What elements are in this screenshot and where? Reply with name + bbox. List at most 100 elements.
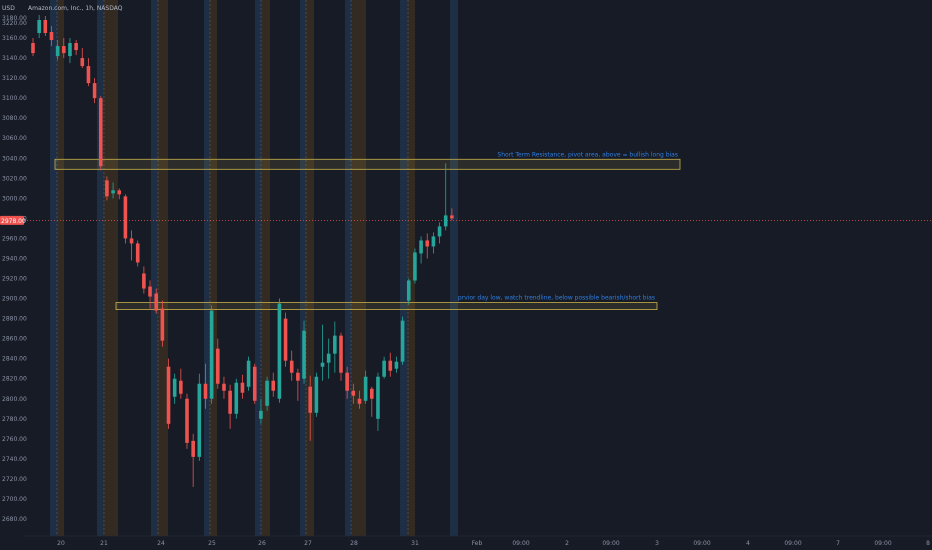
y-tick-label: 3220.00 [2, 20, 27, 27]
annotation-boxes[interactable]: Short Term Resistance, pivot area, above… [54, 151, 681, 310]
premarket-band [400, 0, 408, 536]
candle-body [450, 215, 454, 219]
candle-body [271, 380, 276, 391]
candle-body [339, 335, 343, 373]
x-tick-label: 31 [411, 540, 419, 547]
candle-body [363, 376, 368, 401]
candle-body [357, 398, 362, 404]
x-tick-label: 8 [926, 540, 930, 547]
candle-body [320, 362, 325, 367]
premarket-band [204, 0, 210, 536]
candle-body [431, 236, 436, 247]
candle-body [135, 243, 140, 263]
y-tick-label: 2700.00 [2, 496, 27, 503]
y-tick-label: 3140.00 [2, 55, 27, 62]
y-tick-label: 2820.00 [2, 376, 27, 383]
afterhours-band [158, 0, 168, 536]
candle-body [289, 360, 294, 373]
session-bands [50, 0, 458, 536]
y-tick-label: 2720.00 [2, 476, 27, 483]
candle-body [400, 320, 405, 362]
y-tick-label: 3120.00 [2, 75, 27, 82]
premarket-band [151, 0, 158, 536]
annotation-zone[interactable] [54, 158, 681, 170]
y-tick-label: 3060.00 [2, 135, 27, 142]
y-tick-label: 3100.00 [2, 95, 27, 102]
candle-body [406, 280, 411, 301]
candle-body [55, 46, 60, 57]
candle-body [142, 273, 146, 289]
candle-body [37, 20, 41, 34]
candle-body [31, 43, 35, 54]
afterhours-band [408, 0, 415, 536]
candle-body [105, 180, 109, 197]
day-separators [56, 0, 409, 536]
y-tick-label: 2860.00 [2, 336, 27, 343]
candle-body [394, 361, 399, 369]
candle-body [148, 286, 152, 297]
candle-body [326, 353, 331, 363]
candle-body [209, 310, 214, 399]
x-tick-label: 09:00 [874, 540, 891, 547]
current-price-tag-bg [0, 215, 24, 225]
premarket-band [300, 0, 306, 536]
x-tick-label: 3 [655, 540, 659, 547]
candle-body [413, 252, 417, 281]
candle-body [265, 380, 269, 406]
x-tick-label: 26 [258, 540, 266, 547]
candle-body [68, 43, 72, 57]
annotation-zone[interactable] [115, 302, 658, 310]
candle-body [86, 66, 91, 84]
candle-body [252, 366, 257, 401]
candle-body [302, 330, 306, 379]
y-tick-label: 3040.00 [2, 155, 27, 162]
candle-body [216, 348, 220, 384]
candle-body [172, 378, 177, 397]
candle-body [388, 360, 393, 371]
candle-body [259, 410, 263, 419]
candle-body [129, 238, 134, 244]
candle-body [80, 58, 85, 67]
y-tick-label: 2800.00 [2, 396, 27, 403]
current-price-tag-text: 2978.00 [1, 218, 26, 225]
afterhours-band [351, 0, 366, 536]
currency-label: USD [2, 5, 15, 12]
candle-body [179, 380, 183, 394]
y-tick-label: 3080.00 [2, 115, 27, 122]
y-tick-label: 2760.00 [2, 436, 27, 443]
y-tick-label: 3000.00 [2, 195, 27, 202]
y-tick-label: 3160.00 [2, 35, 27, 42]
premarket-band [450, 0, 458, 536]
y-tick-label: 2740.00 [2, 456, 27, 463]
y-tick-label: 2900.00 [2, 296, 27, 303]
y-tick-label: 2680.00 [2, 516, 27, 523]
x-tick-label: 09:00 [693, 540, 710, 547]
x-tick-label: 24 [157, 540, 165, 547]
x-tick-label: Feb [472, 540, 483, 547]
candle-body [49, 32, 54, 41]
candle-body [197, 383, 202, 457]
afterhours-band [104, 0, 118, 536]
x-tick-label: 4 [746, 540, 750, 547]
premarket-band [50, 0, 57, 536]
candle-body [154, 293, 158, 311]
candle-body [203, 383, 208, 399]
candle-body [283, 318, 288, 361]
x-tick-label: 25 [208, 540, 216, 547]
afterhours-band [261, 0, 270, 536]
candle-body [382, 360, 386, 377]
candle-body [117, 190, 122, 195]
candle-body [240, 382, 245, 393]
candle-body [425, 240, 430, 247]
candlestick-series [31, 14, 454, 487]
y-tick-label: 3020.00 [2, 175, 27, 182]
candle-body [419, 240, 423, 254]
candle-body [234, 382, 239, 414]
annotation-label: Short Term Resistance, pivot area, above… [497, 151, 678, 158]
candle-body [111, 190, 115, 194]
y-tick-label: 2780.00 [2, 416, 27, 423]
annotation-label: prvior day low, watch trendline, below p… [458, 295, 655, 302]
x-axis[interactable]: 20 21 24 25 26 27 28 31 Feb 09:00 2 09:00 3 09:00 4 09:… [24, 535, 932, 547]
